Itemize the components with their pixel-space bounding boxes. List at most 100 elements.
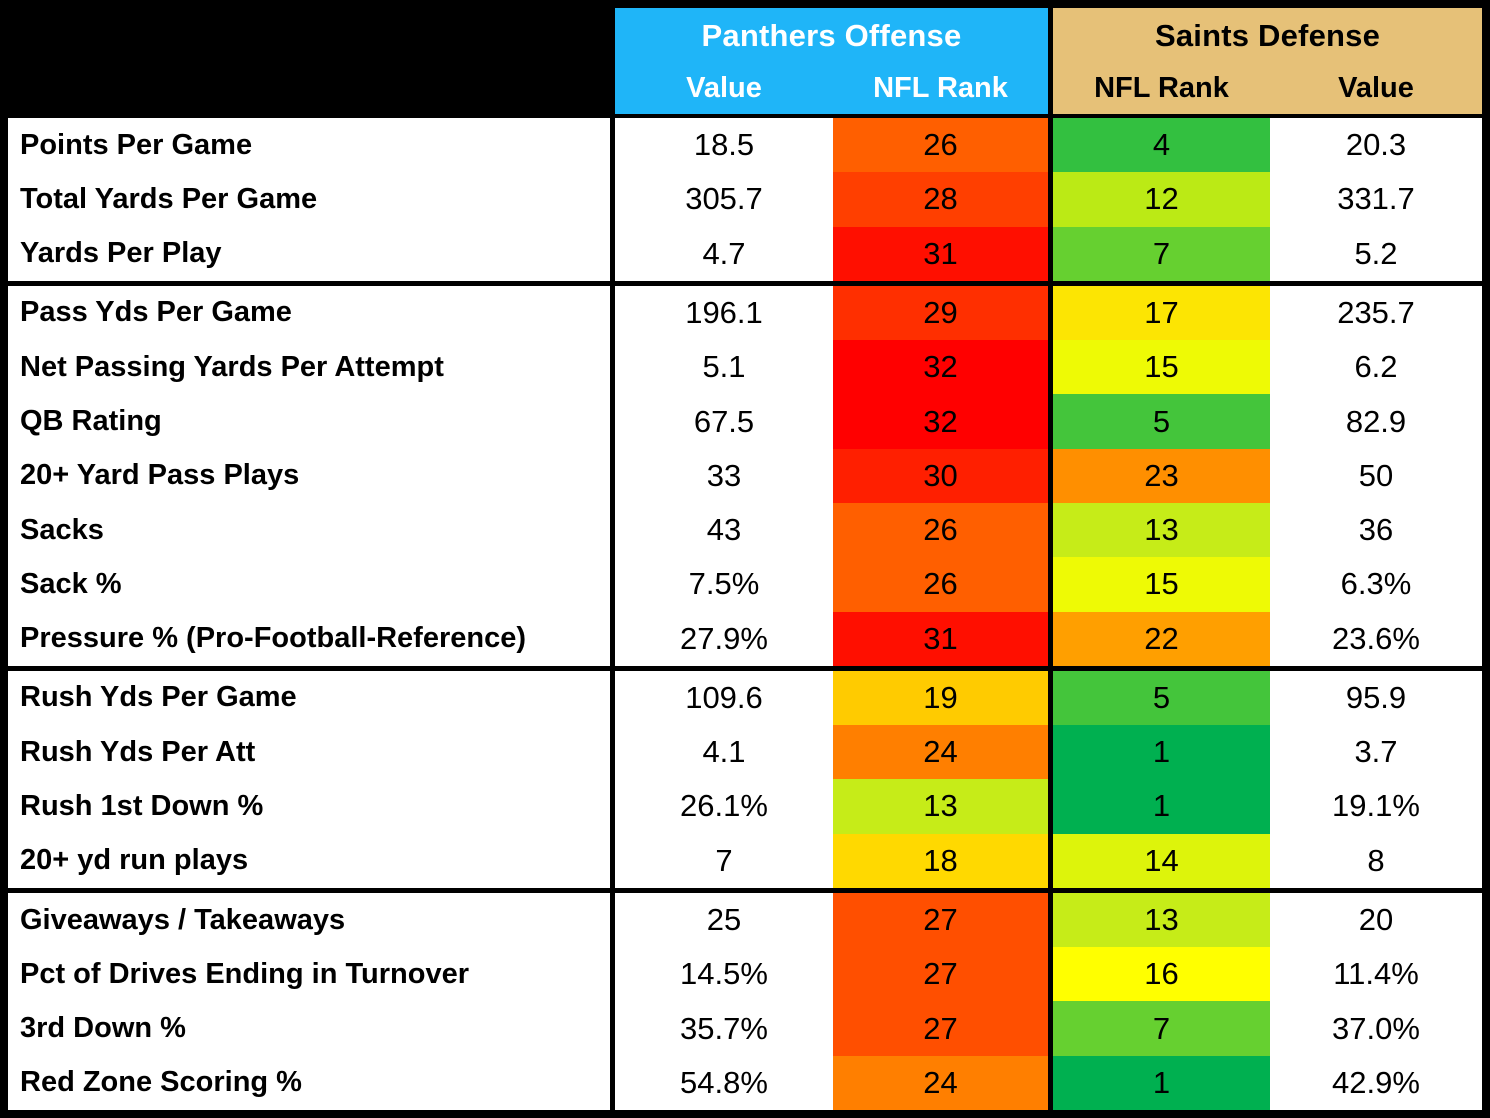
stat-label: 20+ yd run plays (20, 844, 249, 877)
offense-rank-cell: 27 (833, 892, 1048, 948)
stat-label: QB Rating (20, 405, 162, 438)
column-divider (610, 779, 615, 834)
column-divider (610, 670, 615, 726)
defense-value-cell: 6.3% (1340, 566, 1412, 602)
offense-value-cell: 196.1 (685, 294, 763, 330)
column-divider (1048, 226, 1053, 281)
column-divider (610, 611, 615, 666)
defense-rank-cell: 17 (1053, 285, 1270, 341)
table-row: 20+ Yard Pass Plays 33 30 23 50 (8, 448, 1482, 503)
table-row: Pct of Drives Ending in Turnover 14.5% 2… (8, 947, 1482, 1002)
stat-section: Giveaways / Takeaways 25 27 13 20 Pct of… (8, 892, 1482, 1110)
table-row: 20+ yd run plays 7 18 14 8 (8, 833, 1482, 888)
column-divider (610, 8, 615, 114)
column-divider (1048, 448, 1053, 503)
defense-value-cell: 6.2 (1354, 349, 1398, 385)
column-divider (610, 340, 615, 395)
offense-rank-cell: 26 (833, 557, 1048, 612)
table-row: Rush Yds Per Att 4.1 24 1 3.7 (8, 725, 1482, 780)
column-divider (610, 1001, 615, 1056)
offense-rank-cell: 26 (833, 118, 1048, 173)
table-row: QB Rating 67.5 32 5 82.9 (8, 394, 1482, 449)
offense-rank-cell: 24 (833, 725, 1048, 780)
offense-value-cell: 7 (715, 842, 733, 878)
column-divider (1048, 1055, 1053, 1110)
defense-value-cell: 95.9 (1345, 679, 1407, 715)
column-divider (610, 285, 615, 341)
defense-rank-cell: 14 (1053, 833, 1270, 888)
table-header: Panthers Offense Value NFL Rank Saints D… (8, 8, 1482, 114)
table-body: Points Per Game 18.5 26 4 20.3 Total Yar… (8, 118, 1482, 1110)
column-divider (610, 557, 615, 612)
defense-rank-cell: 7 (1053, 226, 1270, 281)
offense-subheaders: Value NFL Rank (615, 63, 1048, 114)
offense-rank-cell: 19 (833, 670, 1048, 726)
offense-value-column-header: Value (686, 72, 762, 105)
offense-rank-cell: 24 (833, 1055, 1048, 1110)
offense-team-title: Panthers Offense (701, 17, 962, 53)
offense-rank-cell: 26 (833, 502, 1048, 558)
column-divider (610, 502, 615, 558)
table-row: Rush Yds Per Game 109.6 19 5 95.9 (8, 670, 1482, 726)
column-divider (1048, 8, 1053, 114)
defense-rank-cell: 22 (1053, 611, 1270, 666)
defense-value-cell: 23.6% (1332, 620, 1420, 656)
column-divider (1048, 118, 1053, 173)
offense-value-cell: 27.9% (680, 620, 768, 656)
column-divider (610, 448, 615, 503)
defense-value-cell: 235.7 (1337, 294, 1415, 330)
stat-label: Total Yards Per Game (20, 182, 318, 215)
offense-value-cell: 4.7 (702, 235, 746, 271)
stat-label: Pass Yds Per Game (20, 296, 292, 329)
defense-value-cell: 3.7 (1354, 734, 1398, 770)
table-row: Rush 1st Down % 26.1% 13 1 19.1% (8, 779, 1482, 834)
defense-rank-cell: 16 (1053, 947, 1270, 1002)
column-divider (1048, 725, 1053, 780)
column-divider (610, 118, 615, 173)
column-divider (1048, 833, 1053, 888)
stat-label: Pct of Drives Ending in Turnover (20, 957, 470, 990)
defense-header-panel: Saints Defense NFL Rank Value (1053, 8, 1482, 114)
offense-rank-cell: 30 (833, 448, 1048, 503)
stat-section: Rush Yds Per Game 109.6 19 5 95.9 Rush Y… (8, 670, 1482, 888)
defense-rank-cell: 7 (1053, 1001, 1270, 1056)
defense-value-cell: 50 (1358, 457, 1394, 493)
offense-value-cell: 109.6 (685, 679, 763, 715)
column-divider (1048, 340, 1053, 395)
table-row: Pass Yds Per Game 196.1 29 17 235.7 (8, 285, 1482, 341)
column-divider (1048, 670, 1053, 726)
stat-section: Pass Yds Per Game 196.1 29 17 235.7 Net … (8, 285, 1482, 666)
stat-label: Giveaways / Takeaways (20, 903, 346, 936)
table-row: Points Per Game 18.5 26 4 20.3 (8, 118, 1482, 173)
defense-value-column-header: Value (1338, 72, 1414, 105)
offense-rank-cell: 18 (833, 833, 1048, 888)
defense-team-title: Saints Defense (1154, 17, 1381, 53)
column-divider (610, 226, 615, 281)
column-divider (1048, 172, 1053, 227)
stat-label: Pressure % (Pro-Football-Reference) (20, 622, 527, 655)
column-divider (1048, 611, 1053, 666)
offense-value-cell: 4.1 (702, 734, 746, 770)
defense-rank-column-header: NFL Rank (1094, 72, 1229, 105)
stat-label: Yards Per Play (20, 237, 222, 270)
defense-value-cell: 331.7 (1337, 181, 1415, 217)
defense-value-cell: 82.9 (1345, 403, 1407, 439)
defense-value-cell: 11.4% (1333, 956, 1419, 992)
defense-rank-cell: 5 (1053, 670, 1270, 726)
defense-rank-cell: 5 (1053, 394, 1270, 449)
table-row: Sack % 7.5% 26 15 6.3% (8, 557, 1482, 612)
stat-label: 20+ Yard Pass Plays (20, 459, 300, 492)
defense-rank-cell: 1 (1053, 779, 1270, 834)
table-row: Sacks 43 26 13 36 (8, 502, 1482, 558)
defense-rank-cell: 15 (1053, 557, 1270, 612)
stat-label: Rush Yds Per Game (20, 681, 297, 714)
stat-label: Sack % (20, 567, 122, 600)
defense-subheaders: NFL Rank Value (1053, 63, 1482, 114)
defense-value-cell: 8 (1367, 842, 1385, 878)
column-divider (1048, 557, 1053, 612)
defense-value-cell: 37.0% (1332, 1010, 1420, 1046)
offense-rank-cell: 29 (833, 285, 1048, 341)
stat-label: Red Zone Scoring % (20, 1066, 302, 1099)
defense-value-cell: 5.2 (1354, 235, 1398, 271)
